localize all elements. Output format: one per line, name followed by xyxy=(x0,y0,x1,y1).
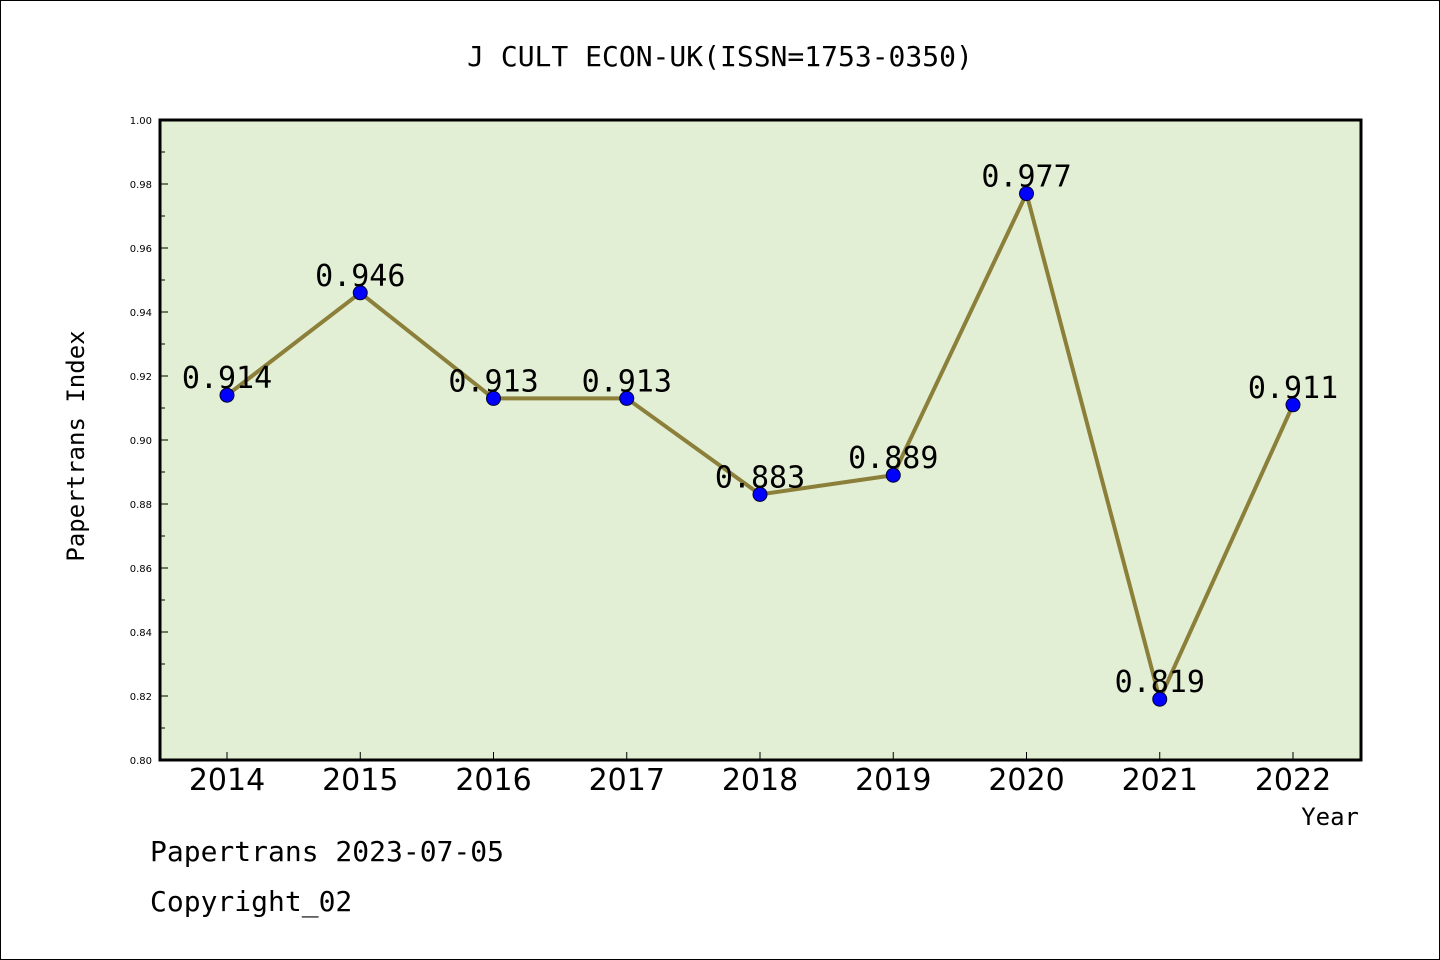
data-point-marker xyxy=(486,390,501,406)
data-label: 0.913 xyxy=(448,364,538,399)
data-label: 0.889 xyxy=(848,441,938,476)
y-tick-label: 0.86 xyxy=(130,564,152,575)
y-tick-label: 0.92 xyxy=(130,372,152,383)
data-labels: 0.914 0.946 0.913 0.913 0.883 0.889 0.977 0.819… xyxy=(182,160,1338,701)
data-point-marker xyxy=(352,285,368,301)
data-label: 0.914 xyxy=(182,361,272,396)
y-axis-label: Papertrans Index xyxy=(62,330,90,561)
y-tick-label: 0.80 xyxy=(130,756,152,767)
footer-copyright-text: Copyright_02 xyxy=(150,885,353,918)
chart-title: J CULT ECON-UK(ISSN=1753-0350) xyxy=(467,40,973,73)
x-tick-label: 2018 xyxy=(722,763,798,798)
data-point-marker xyxy=(219,387,235,403)
footer-date-text: Papertrans 2023-07-05 xyxy=(150,835,505,868)
x-tick-label: 2016 xyxy=(455,763,531,798)
x-tick-label: 2014 xyxy=(189,763,265,798)
data-label: 0.977 xyxy=(981,160,1071,195)
data-point-marker xyxy=(619,390,635,406)
x-tick-label: 2020 xyxy=(988,763,1064,798)
data-point-marker xyxy=(752,486,768,502)
y-tick-label: 0.96 xyxy=(130,244,152,255)
x-axis-ticks: 2014 2015 2016 2017 2018 2019 2020 2021 2022 xyxy=(189,752,1331,798)
x-tick-label: 2022 xyxy=(1255,763,1331,798)
x-tick-label: 2019 xyxy=(855,763,931,798)
y-tick-label: 0.84 xyxy=(130,628,152,639)
y-tick-label: 0.88 xyxy=(130,500,152,511)
plot-area xyxy=(158,118,1363,762)
data-point-marker xyxy=(1152,691,1168,707)
x-axis-label: Year xyxy=(1301,803,1359,831)
series-markers xyxy=(219,186,1301,707)
data-label: 0.819 xyxy=(1115,665,1205,700)
y-axis-ticks: 0.80 0.82 0.84 0.86 0.88 0.90 0.92 0.94 0.96 0.98… xyxy=(130,116,168,767)
x-tick-label: 2021 xyxy=(1122,763,1198,798)
data-point-marker xyxy=(1285,397,1301,413)
data-point-marker xyxy=(1019,186,1034,202)
data-point-marker xyxy=(885,467,901,483)
data-label: 0.946 xyxy=(315,259,405,294)
x-tick-label: 2015 xyxy=(322,763,398,798)
y-tick-label: 1.00 xyxy=(130,116,152,127)
x-tick-label: 2017 xyxy=(589,763,665,798)
data-label: 0.883 xyxy=(715,460,805,495)
y-tick-label: 0.90 xyxy=(130,436,152,447)
y-tick-label: 0.98 xyxy=(130,180,152,191)
y-tick-label: 0.82 xyxy=(130,692,152,703)
data-label: 0.911 xyxy=(1248,371,1338,406)
data-label: 0.913 xyxy=(582,364,672,399)
y-tick-label: 0.94 xyxy=(130,308,152,319)
